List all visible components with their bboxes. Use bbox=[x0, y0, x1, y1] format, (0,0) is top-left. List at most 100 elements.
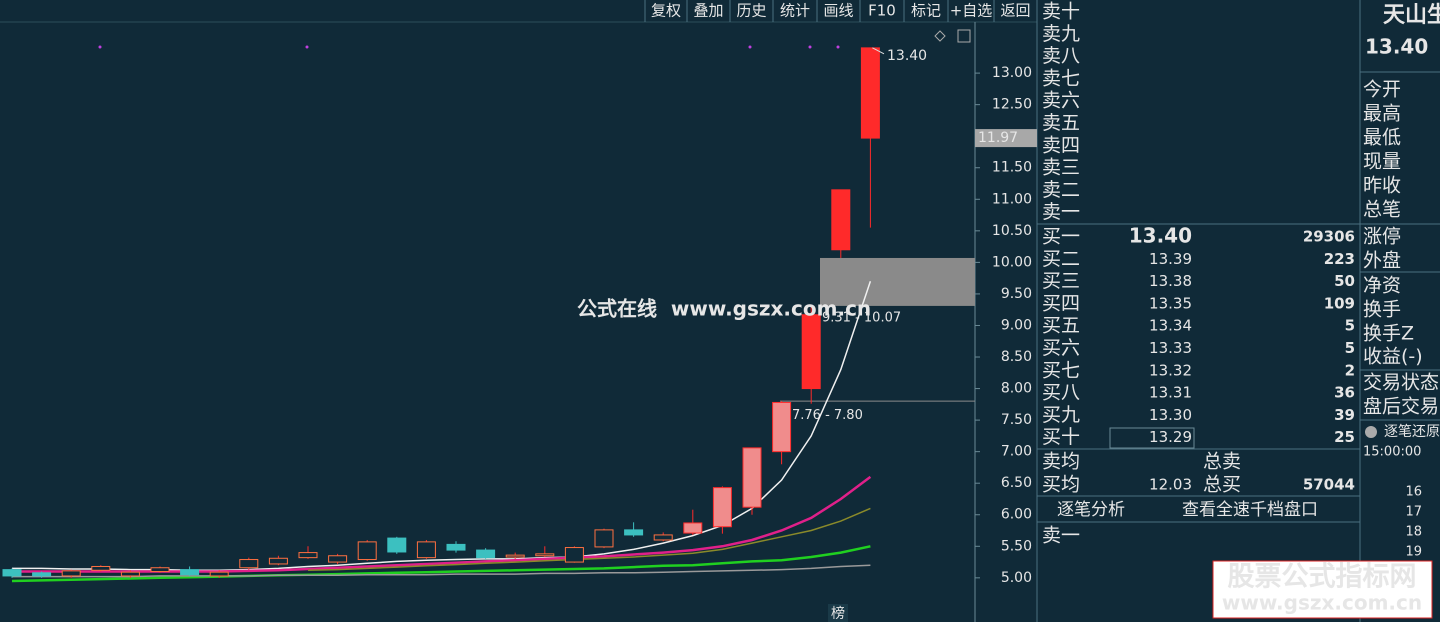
buy-level-label: 买五 bbox=[1042, 315, 1080, 337]
link[interactable]: 查看全速千档盘口 bbox=[1182, 500, 1318, 520]
buy-volume: 25 bbox=[1334, 428, 1355, 446]
gap-zone bbox=[820, 257, 975, 306]
diamond-icon[interactable] bbox=[934, 30, 946, 42]
buy-price: 13.31 bbox=[1149, 384, 1192, 402]
toolbar-button[interactable]: +自选 bbox=[950, 2, 993, 20]
buy-level-label: 买八 bbox=[1042, 382, 1080, 404]
buy-level-label: 买六 bbox=[1042, 337, 1080, 359]
buy-price: 13.34 bbox=[1149, 317, 1192, 335]
y-tick-label: 7.00 bbox=[1001, 444, 1032, 460]
buy-level-label: 买三 bbox=[1042, 270, 1080, 292]
buy-price: 13.35 bbox=[1149, 294, 1192, 312]
candle-body bbox=[268, 557, 288, 565]
buy-volume: 36 bbox=[1334, 384, 1355, 402]
sell-level-label: 卖三 bbox=[1042, 157, 1080, 179]
buy-level-label: 买四 bbox=[1042, 292, 1080, 314]
window-icon[interactable] bbox=[957, 29, 971, 43]
buy-level-label: 买九 bbox=[1042, 404, 1080, 426]
toolbar-button[interactable]: 返回 bbox=[1000, 2, 1030, 20]
ma-line bbox=[12, 564, 871, 578]
signal-dots bbox=[98, 45, 840, 49]
candle-body bbox=[416, 541, 436, 559]
toolbar-button[interactable]: 历史 bbox=[736, 2, 766, 20]
banner-box bbox=[1212, 560, 1433, 619]
quote-field: 今开 bbox=[1363, 79, 1401, 101]
buy-price: 13.40 bbox=[1129, 224, 1192, 248]
candle-body bbox=[32, 572, 52, 577]
candle-body bbox=[357, 541, 377, 561]
y-tick-label: 11.50 bbox=[992, 160, 1032, 176]
toolbar-button[interactable]: 统计 bbox=[780, 2, 810, 20]
toolbar-button[interactable]: 标记 bbox=[911, 2, 941, 20]
gap-label: 7.76 - 7.80 bbox=[792, 408, 863, 423]
sell-avg-label: 卖均 bbox=[1042, 451, 1080, 473]
toolbar-button[interactable]: 复权 bbox=[651, 2, 681, 20]
candle-body bbox=[505, 554, 525, 558]
quote-field: 交易状态 bbox=[1363, 372, 1439, 394]
sell-level-label: 卖二 bbox=[1042, 179, 1080, 201]
toolbar-button[interactable]: F10 bbox=[868, 2, 896, 20]
candle-body bbox=[328, 555, 348, 563]
y-tick-label: 5.00 bbox=[1001, 570, 1032, 586]
candle-body bbox=[653, 534, 673, 541]
bottom-tag-box bbox=[828, 604, 848, 622]
gap-label: 9.31 - 10.07 bbox=[822, 310, 901, 325]
buy-price: 13.32 bbox=[1149, 361, 1192, 379]
buy-volume: 5 bbox=[1345, 317, 1355, 335]
buy-volume: 5 bbox=[1345, 339, 1355, 357]
link[interactable]: 逐笔分析 bbox=[1057, 500, 1125, 520]
y-tick-label: 12.50 bbox=[992, 97, 1032, 113]
y-tick-label: 8.00 bbox=[1001, 381, 1032, 397]
dot bbox=[836, 45, 840, 49]
candle-body bbox=[742, 447, 762, 508]
ma-line bbox=[307, 507, 871, 572]
y-tick-label: 5.50 bbox=[1001, 538, 1032, 554]
candle-body bbox=[446, 543, 466, 551]
sell-level-label: 卖四 bbox=[1042, 134, 1080, 156]
candle-body bbox=[831, 189, 851, 251]
candle-body bbox=[2, 569, 22, 577]
sell-level-label: 卖十 bbox=[1042, 1, 1080, 23]
toolbar-button[interactable]: 叠加 bbox=[693, 2, 723, 20]
sell-level-label: 卖七 bbox=[1042, 67, 1080, 89]
quote-field: 涨停 bbox=[1363, 226, 1401, 248]
dot bbox=[98, 45, 102, 49]
toolbar-button[interactable]: 画线 bbox=[823, 2, 853, 20]
sell-level-label: 卖六 bbox=[1042, 90, 1080, 112]
tick-row: 17 bbox=[1405, 505, 1422, 520]
sell-level-label: 卖一 bbox=[1042, 201, 1080, 223]
price-marker-box bbox=[975, 129, 1037, 148]
candle-body bbox=[535, 553, 555, 557]
buy-level-label: 买二 bbox=[1042, 248, 1080, 270]
buy-volume: 2 bbox=[1345, 361, 1355, 379]
buy-volume: 39 bbox=[1334, 406, 1355, 424]
y-tick-label: 10.00 bbox=[992, 254, 1032, 270]
quote-field: 总笔 bbox=[1363, 199, 1401, 221]
buy-price: 13.38 bbox=[1149, 272, 1192, 290]
dot bbox=[808, 45, 812, 49]
candle-body bbox=[683, 522, 703, 534]
y-tick-label: 9.00 bbox=[1001, 317, 1032, 333]
candle-body bbox=[712, 487, 732, 528]
dot bbox=[305, 45, 309, 49]
high-label: 13.40 bbox=[887, 48, 927, 64]
tick-row: 19 bbox=[1405, 545, 1422, 560]
candle-body bbox=[61, 570, 81, 577]
candle-body bbox=[209, 571, 229, 577]
button-icon[interactable] bbox=[1365, 426, 1377, 438]
y-tick-label: 6.00 bbox=[1001, 507, 1032, 523]
replay-button[interactable]: 逐笔还原 bbox=[1384, 424, 1440, 440]
buy-price: 13.30 bbox=[1149, 406, 1192, 424]
sell-level-label: 卖九 bbox=[1042, 23, 1080, 45]
quote-field: 换手 bbox=[1363, 299, 1401, 321]
total-buy-label: 总买 bbox=[1203, 474, 1241, 496]
banner-title: 股票公式指标网 bbox=[1228, 562, 1417, 593]
tick-time: 15:00:00 bbox=[1363, 445, 1421, 460]
quote-field: 外盘 bbox=[1363, 250, 1401, 272]
tail-label: 卖一 bbox=[1042, 525, 1080, 547]
total-sell-label: 总卖 bbox=[1203, 451, 1241, 473]
candle-body bbox=[564, 547, 584, 563]
candle-body bbox=[860, 47, 880, 139]
watermark: 公式在线 www.gszx.com.cn bbox=[577, 297, 871, 321]
candle-body bbox=[801, 314, 821, 390]
